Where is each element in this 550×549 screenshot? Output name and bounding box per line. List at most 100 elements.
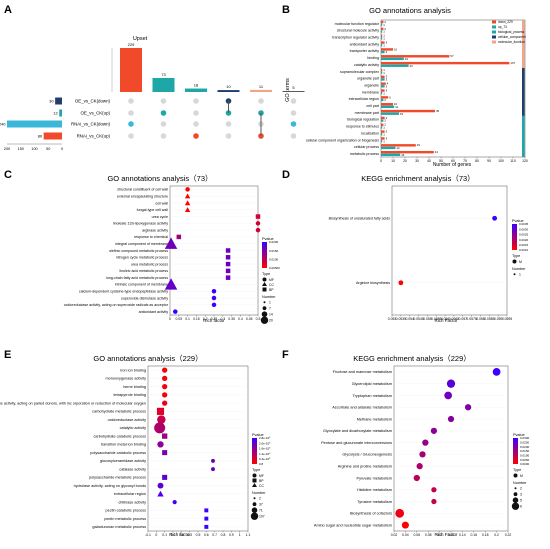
go73-category: urea cycle — [152, 215, 168, 219]
go-bar-xtick-label: 20 — [403, 159, 407, 163]
go73-point — [255, 227, 261, 233]
go229-point — [204, 508, 209, 513]
go73-category: linoleic acid metabolic process — [119, 269, 168, 273]
go-bar-value-up: 3 — [386, 50, 388, 54]
go-bar-up — [381, 139, 383, 143]
kegg229-colorbar-tick: 0.0050 — [520, 458, 530, 462]
go-bar-value-up: 1 — [383, 43, 385, 47]
kegg229-legend-pvalue-title: Pvalue — [513, 433, 525, 437]
go73-point — [176, 234, 182, 240]
go-bar-down — [381, 41, 385, 44]
panel-letter-b: B — [282, 4, 290, 16]
go229-point — [172, 500, 177, 505]
kegg229-frame — [393, 365, 509, 532]
go-bar-down — [381, 137, 385, 140]
kegg73-xtick-label: 0.0565 — [449, 317, 459, 321]
go73-xtick-label: 0.1 — [185, 317, 190, 321]
go229-colorbar — [252, 438, 257, 464]
go229-category: polysaccharide metabolic process — [89, 476, 146, 480]
upset-set-label: RNAi_vs_CK(down) — [71, 122, 111, 127]
go73-legend-number-label: 1 — [269, 301, 271, 305]
go73-xtick-label: 0.15 — [193, 317, 200, 321]
upset-set-size-bar — [7, 120, 62, 128]
kegg229-category: Fructose and mannose metabolism — [333, 370, 392, 374]
kegg73-point — [492, 215, 498, 221]
go-bar-value-up: 15 — [400, 112, 404, 116]
go73-legend-number-label: 7 — [269, 307, 271, 311]
kegg73-xtick-label: 0.059 — [494, 317, 503, 321]
go-bar-value-down: 3 — [386, 75, 388, 79]
kegg73-legend-type-title: Type — [512, 254, 520, 258]
go-bar-category: membrane part — [355, 111, 379, 115]
upset-matrix-dot — [225, 133, 232, 139]
go-bar-xtick-label: 100 — [498, 159, 504, 163]
kegg229-category: Glycolysis / Gluconeogenesis — [342, 453, 392, 457]
go-bar-value-down: 3 — [386, 136, 388, 140]
go229-title: GO annotations analysis（229） — [93, 354, 202, 363]
kegg73-xtick-label: 0.0595 — [502, 317, 512, 321]
go73-xtick-label: 0.35 — [228, 317, 235, 321]
kegg73-legend-number-label: 1 — [519, 273, 521, 277]
go73-legend-number-label: 14 — [269, 313, 273, 317]
go-bar-down — [381, 61, 510, 65]
kegg229-point — [419, 451, 426, 458]
go229-point — [162, 400, 168, 406]
go-bar-value-up: 1 — [383, 139, 385, 143]
upset-matrix-dot — [128, 110, 134, 116]
kegg229-point — [413, 474, 420, 482]
go-bar-category: structural molecule activity — [337, 29, 379, 33]
go-bar-down — [381, 150, 434, 154]
kegg229-xtick-label: 0.16 — [470, 533, 477, 537]
go229-category: monooxygenase activity — [105, 377, 146, 381]
kegg229-legend-number-label: 5 — [520, 499, 522, 503]
go73-xtick-label: 0.3 — [220, 317, 225, 321]
go73-point — [184, 207, 191, 213]
kegg229-legend-number-dot — [514, 487, 517, 490]
go229-xtick-label: 0.8 — [221, 533, 226, 537]
upset-set-size-label: 12 — [53, 111, 58, 116]
go-bar-value-down: 3 — [386, 40, 388, 44]
panel-letter-e: E — [4, 349, 11, 361]
kegg73-legend-type-label: M — [519, 260, 522, 264]
go229-xtick-label: 0.4 — [187, 533, 192, 537]
upset-set-size-tick: 100 — [31, 147, 37, 151]
go229-point — [156, 407, 165, 415]
go229-frame — [147, 365, 249, 532]
upset-set-size-label: 30 — [49, 99, 54, 104]
go-bar-down — [381, 34, 383, 37]
kegg229-point — [492, 368, 501, 376]
go-bar-xtick-label: 0 — [380, 159, 382, 163]
go-bar-value-up: 1 — [383, 132, 385, 136]
go-bar-down — [381, 109, 435, 113]
go-bar-category: binding — [367, 56, 379, 60]
upset-matrix-dot — [290, 98, 297, 104]
go229-legend-type-shape — [252, 473, 257, 478]
go-bar-value-down: 3 — [386, 130, 388, 134]
kegg229-category: Tyrosine metabolism — [357, 500, 392, 504]
kegg229-legend-type-title: Type — [513, 468, 521, 472]
go229-bubble-chart: iron ion binding monooxygenase activity he… — [0, 365, 271, 537]
upset-set-label: RNAi_vs_CK(up) — [77, 134, 111, 139]
kegg73-xtick-label: 0.056 — [441, 317, 450, 321]
panel-letter-a: A — [4, 4, 12, 16]
go229-category: catalase activity — [119, 467, 146, 471]
go-bar-up — [381, 133, 383, 136]
go229-colorbar-tick: 0.4e-10⁸ — [259, 457, 271, 461]
kegg229-category: Arginine and proline metabolism — [338, 464, 392, 468]
go-bar-value-up: 1 — [383, 23, 385, 27]
kegg73-legend-number-dot — [513, 273, 516, 276]
kegg73-xtick-label: 0.0585 — [484, 317, 494, 321]
upset-matrix-dot — [128, 98, 134, 104]
kegg229-point — [395, 508, 405, 518]
go229-legend-pvalue-title: Pvalue — [252, 433, 264, 437]
go73-category: long-chain fatty acid metabolic process — [106, 276, 168, 280]
go-bar-value-down: 6 — [389, 95, 391, 99]
go229-xtick-label: 0.1 — [162, 533, 167, 537]
go229-legend-number-label: 107 — [259, 515, 265, 519]
go73-colorbar-tick: 0.0200 — [269, 240, 279, 244]
kegg73-xtick-label: 0.0555 — [431, 317, 441, 321]
go-bar-down — [381, 82, 386, 85]
go73-point — [184, 193, 191, 199]
kegg229-xtick-label: 0.04 — [402, 533, 409, 537]
